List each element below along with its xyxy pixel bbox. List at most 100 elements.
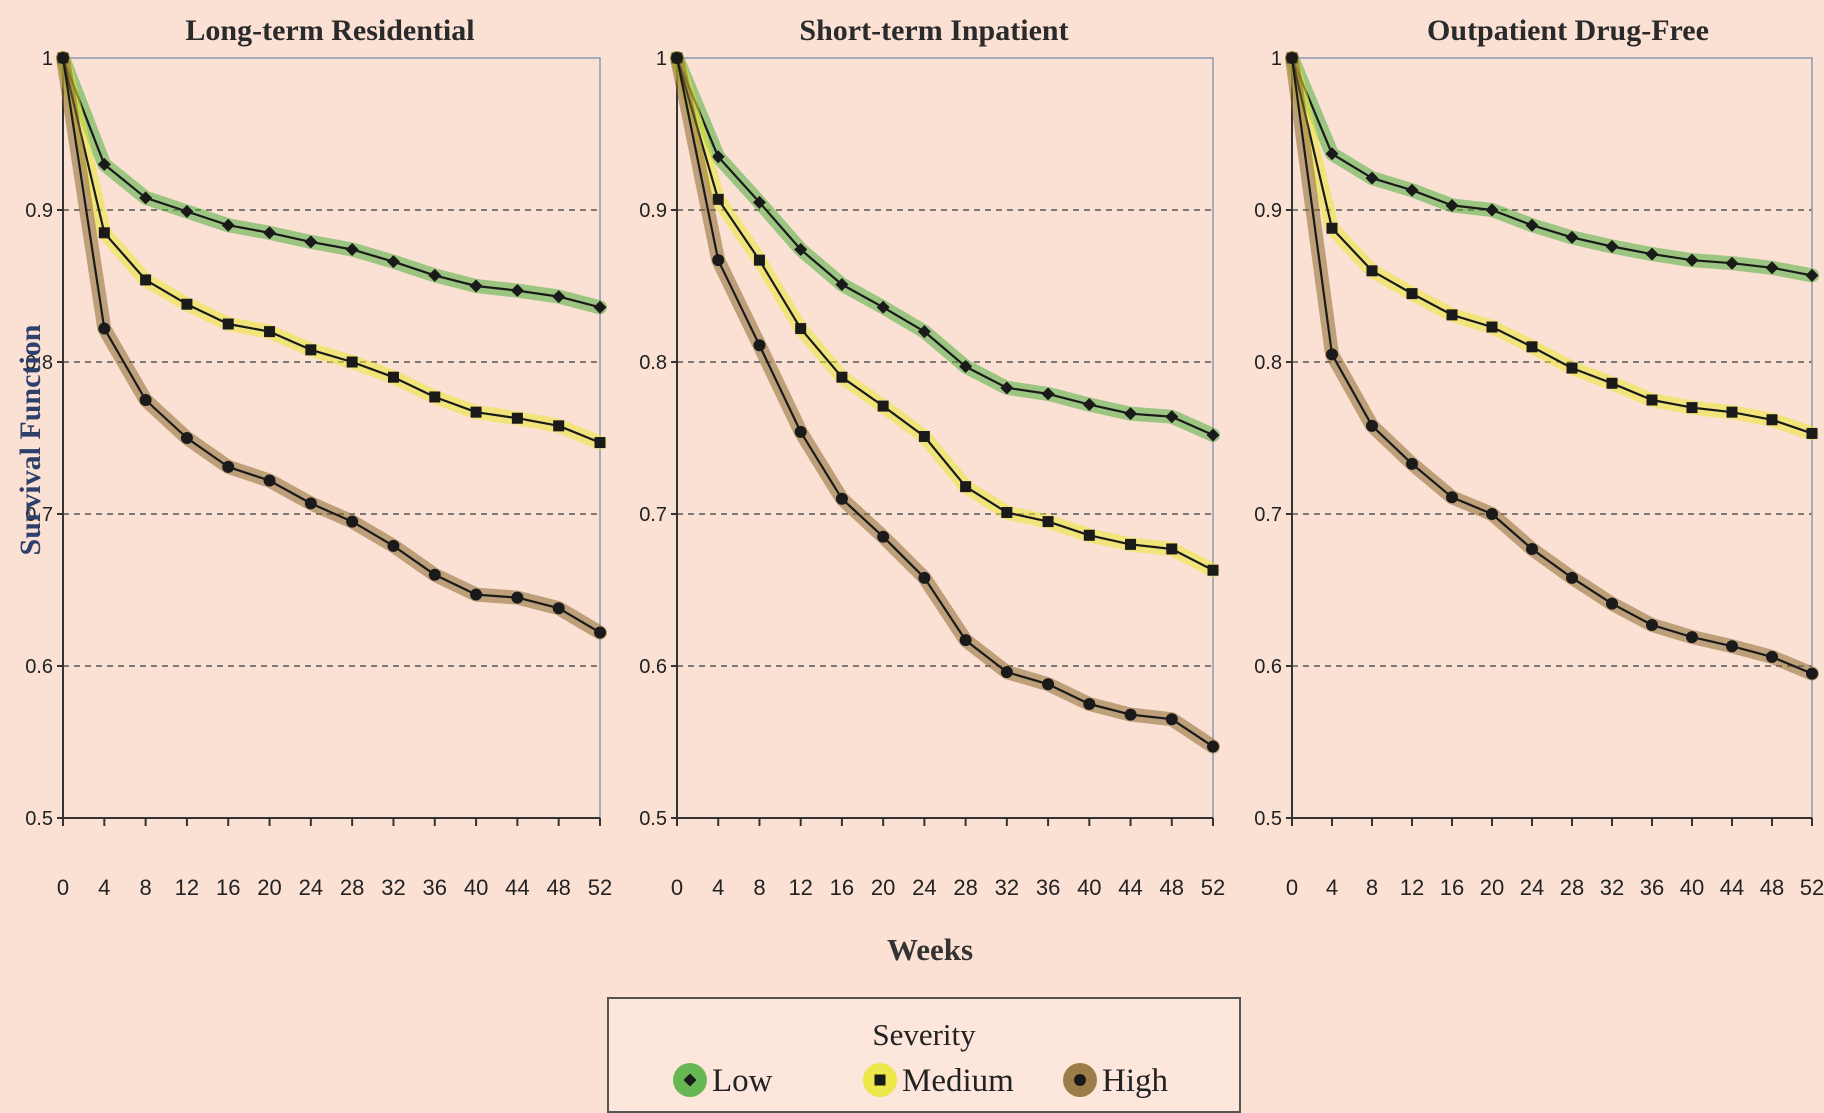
data-point — [1645, 247, 1659, 261]
x-tick-label: 24 — [1520, 875, 1544, 900]
data-point — [594, 437, 606, 449]
data-point — [918, 430, 930, 442]
data-point — [1166, 543, 1178, 555]
data-point — [835, 277, 849, 291]
panel-title: Short-term Inpatient — [799, 14, 1068, 47]
data-point — [221, 218, 235, 232]
x-tick-label: 8 — [753, 875, 765, 900]
y-axis-label: Survival Function — [14, 324, 47, 555]
panel-title: Long-term Residential — [185, 14, 474, 47]
x-tick-label: 20 — [1480, 875, 1504, 900]
data-point — [1725, 256, 1739, 270]
data-point — [346, 515, 359, 528]
series-line — [1290, 57, 1813, 435]
x-tick-label: 20 — [257, 875, 281, 900]
x-tick-label: 44 — [1720, 875, 1744, 900]
data-point — [1685, 253, 1699, 267]
x-tick-label: 12 — [175, 875, 199, 900]
x-tick-label: 36 — [423, 875, 447, 900]
data-point — [222, 318, 234, 330]
x-tick-label: 16 — [830, 875, 854, 900]
data-point — [1165, 713, 1178, 726]
data-point — [1206, 428, 1220, 442]
x-tick-label: 4 — [1326, 875, 1338, 900]
x-tick-label: 48 — [1760, 875, 1784, 900]
data-point — [1041, 387, 1055, 401]
series-line — [61, 57, 601, 444]
data-point — [552, 602, 565, 615]
y-tick-label: 0.6 — [1254, 656, 1282, 678]
x-tick-label: 24 — [299, 875, 323, 900]
data-point — [98, 322, 111, 335]
data-point — [594, 626, 606, 639]
panel-title: Outpatient Drug-Free — [1427, 14, 1709, 47]
series-line — [1290, 57, 1813, 675]
data-point — [835, 492, 848, 505]
y-tick-label: 0.5 — [639, 808, 667, 830]
data-point — [346, 356, 358, 368]
x-tick-label: 0 — [57, 875, 69, 900]
y-tick-label: 0.5 — [1254, 808, 1282, 830]
data-point — [1605, 239, 1619, 253]
data-point — [181, 298, 193, 310]
data-point — [1525, 218, 1539, 232]
data-point — [387, 371, 399, 383]
y-tick-label: 0.6 — [639, 656, 667, 678]
data-point — [304, 497, 317, 510]
data-point — [98, 227, 110, 239]
data-point — [959, 634, 972, 647]
series-line — [675, 57, 1214, 437]
data-point — [1806, 427, 1818, 439]
data-point — [1686, 402, 1698, 414]
plot-frame — [676, 57, 1214, 819]
y-tick-label: 0.9 — [639, 200, 667, 222]
data-point — [836, 371, 848, 383]
data-point — [1565, 230, 1579, 244]
legend-label: Low — [712, 1063, 773, 1099]
data-point — [1326, 222, 1338, 234]
x-tick-label: 32 — [381, 875, 405, 900]
data-point — [386, 255, 400, 269]
series-low — [1285, 51, 1819, 283]
series-band — [670, 51, 1220, 754]
data-point — [1805, 268, 1819, 282]
x-tick-label: 8 — [139, 875, 151, 900]
series-band — [1285, 51, 1819, 283]
legend-entry-low: Low — [673, 1063, 773, 1099]
y-tick-label: 1 — [1271, 48, 1282, 70]
series-line — [675, 57, 1214, 748]
x-tick-label: 0 — [671, 875, 683, 900]
series-band — [1285, 51, 1819, 681]
y-tick-label: 0.7 — [1254, 504, 1282, 526]
legend: Severity Low Medium High — [607, 997, 1241, 1113]
data-point — [1406, 457, 1418, 470]
legend-entry-medium: Medium — [863, 1063, 1014, 1099]
data-point — [1646, 394, 1658, 406]
x-tick-label: 40 — [1680, 875, 1704, 900]
x-tick-label: 28 — [953, 875, 977, 900]
data-point — [263, 226, 277, 240]
data-point — [1406, 288, 1418, 300]
legend-entry-high: High — [1063, 1063, 1169, 1099]
data-point — [1124, 708, 1137, 721]
data-point — [1326, 348, 1338, 361]
data-point — [1686, 631, 1698, 644]
series-line — [61, 57, 601, 309]
x-tick-label: 32 — [1600, 875, 1624, 900]
data-point — [1766, 650, 1778, 663]
x-tick-label: 36 — [1640, 875, 1664, 900]
x-tick-label: 44 — [505, 875, 529, 900]
data-point — [1446, 309, 1458, 321]
legend-label: Medium — [902, 1063, 1014, 1099]
y-tick-label: 0.8 — [639, 352, 667, 374]
legend-box — [607, 997, 1241, 1113]
data-point — [918, 571, 931, 584]
data-point — [345, 243, 359, 257]
data-point — [1365, 171, 1379, 185]
x-tick-label: 32 — [995, 875, 1019, 900]
data-point — [1606, 597, 1618, 610]
data-point — [429, 391, 441, 403]
data-point — [1207, 740, 1219, 753]
data-point — [876, 300, 890, 314]
